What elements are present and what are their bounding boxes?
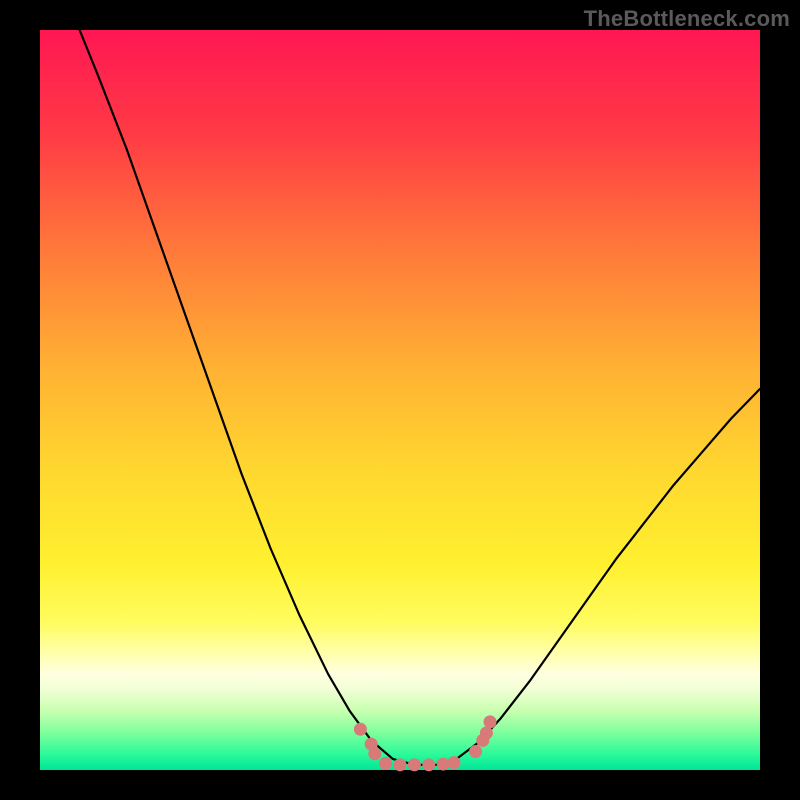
curve-marker (368, 747, 381, 760)
curve-marker (393, 758, 406, 771)
curve-marker (422, 758, 435, 771)
curve-markers (354, 715, 497, 771)
plot-area (40, 30, 760, 770)
chart-stage: TheBottleneck.com (0, 0, 800, 800)
curve-marker (469, 745, 482, 758)
curve-marker (480, 726, 493, 739)
curve-marker (379, 757, 392, 770)
bottleneck-curve (80, 30, 760, 765)
curve-layer (40, 30, 760, 770)
curve-marker (354, 723, 367, 736)
curve-marker (483, 715, 496, 728)
curve-marker (447, 756, 460, 769)
watermark-text: TheBottleneck.com (584, 6, 790, 32)
curve-marker (408, 758, 421, 771)
